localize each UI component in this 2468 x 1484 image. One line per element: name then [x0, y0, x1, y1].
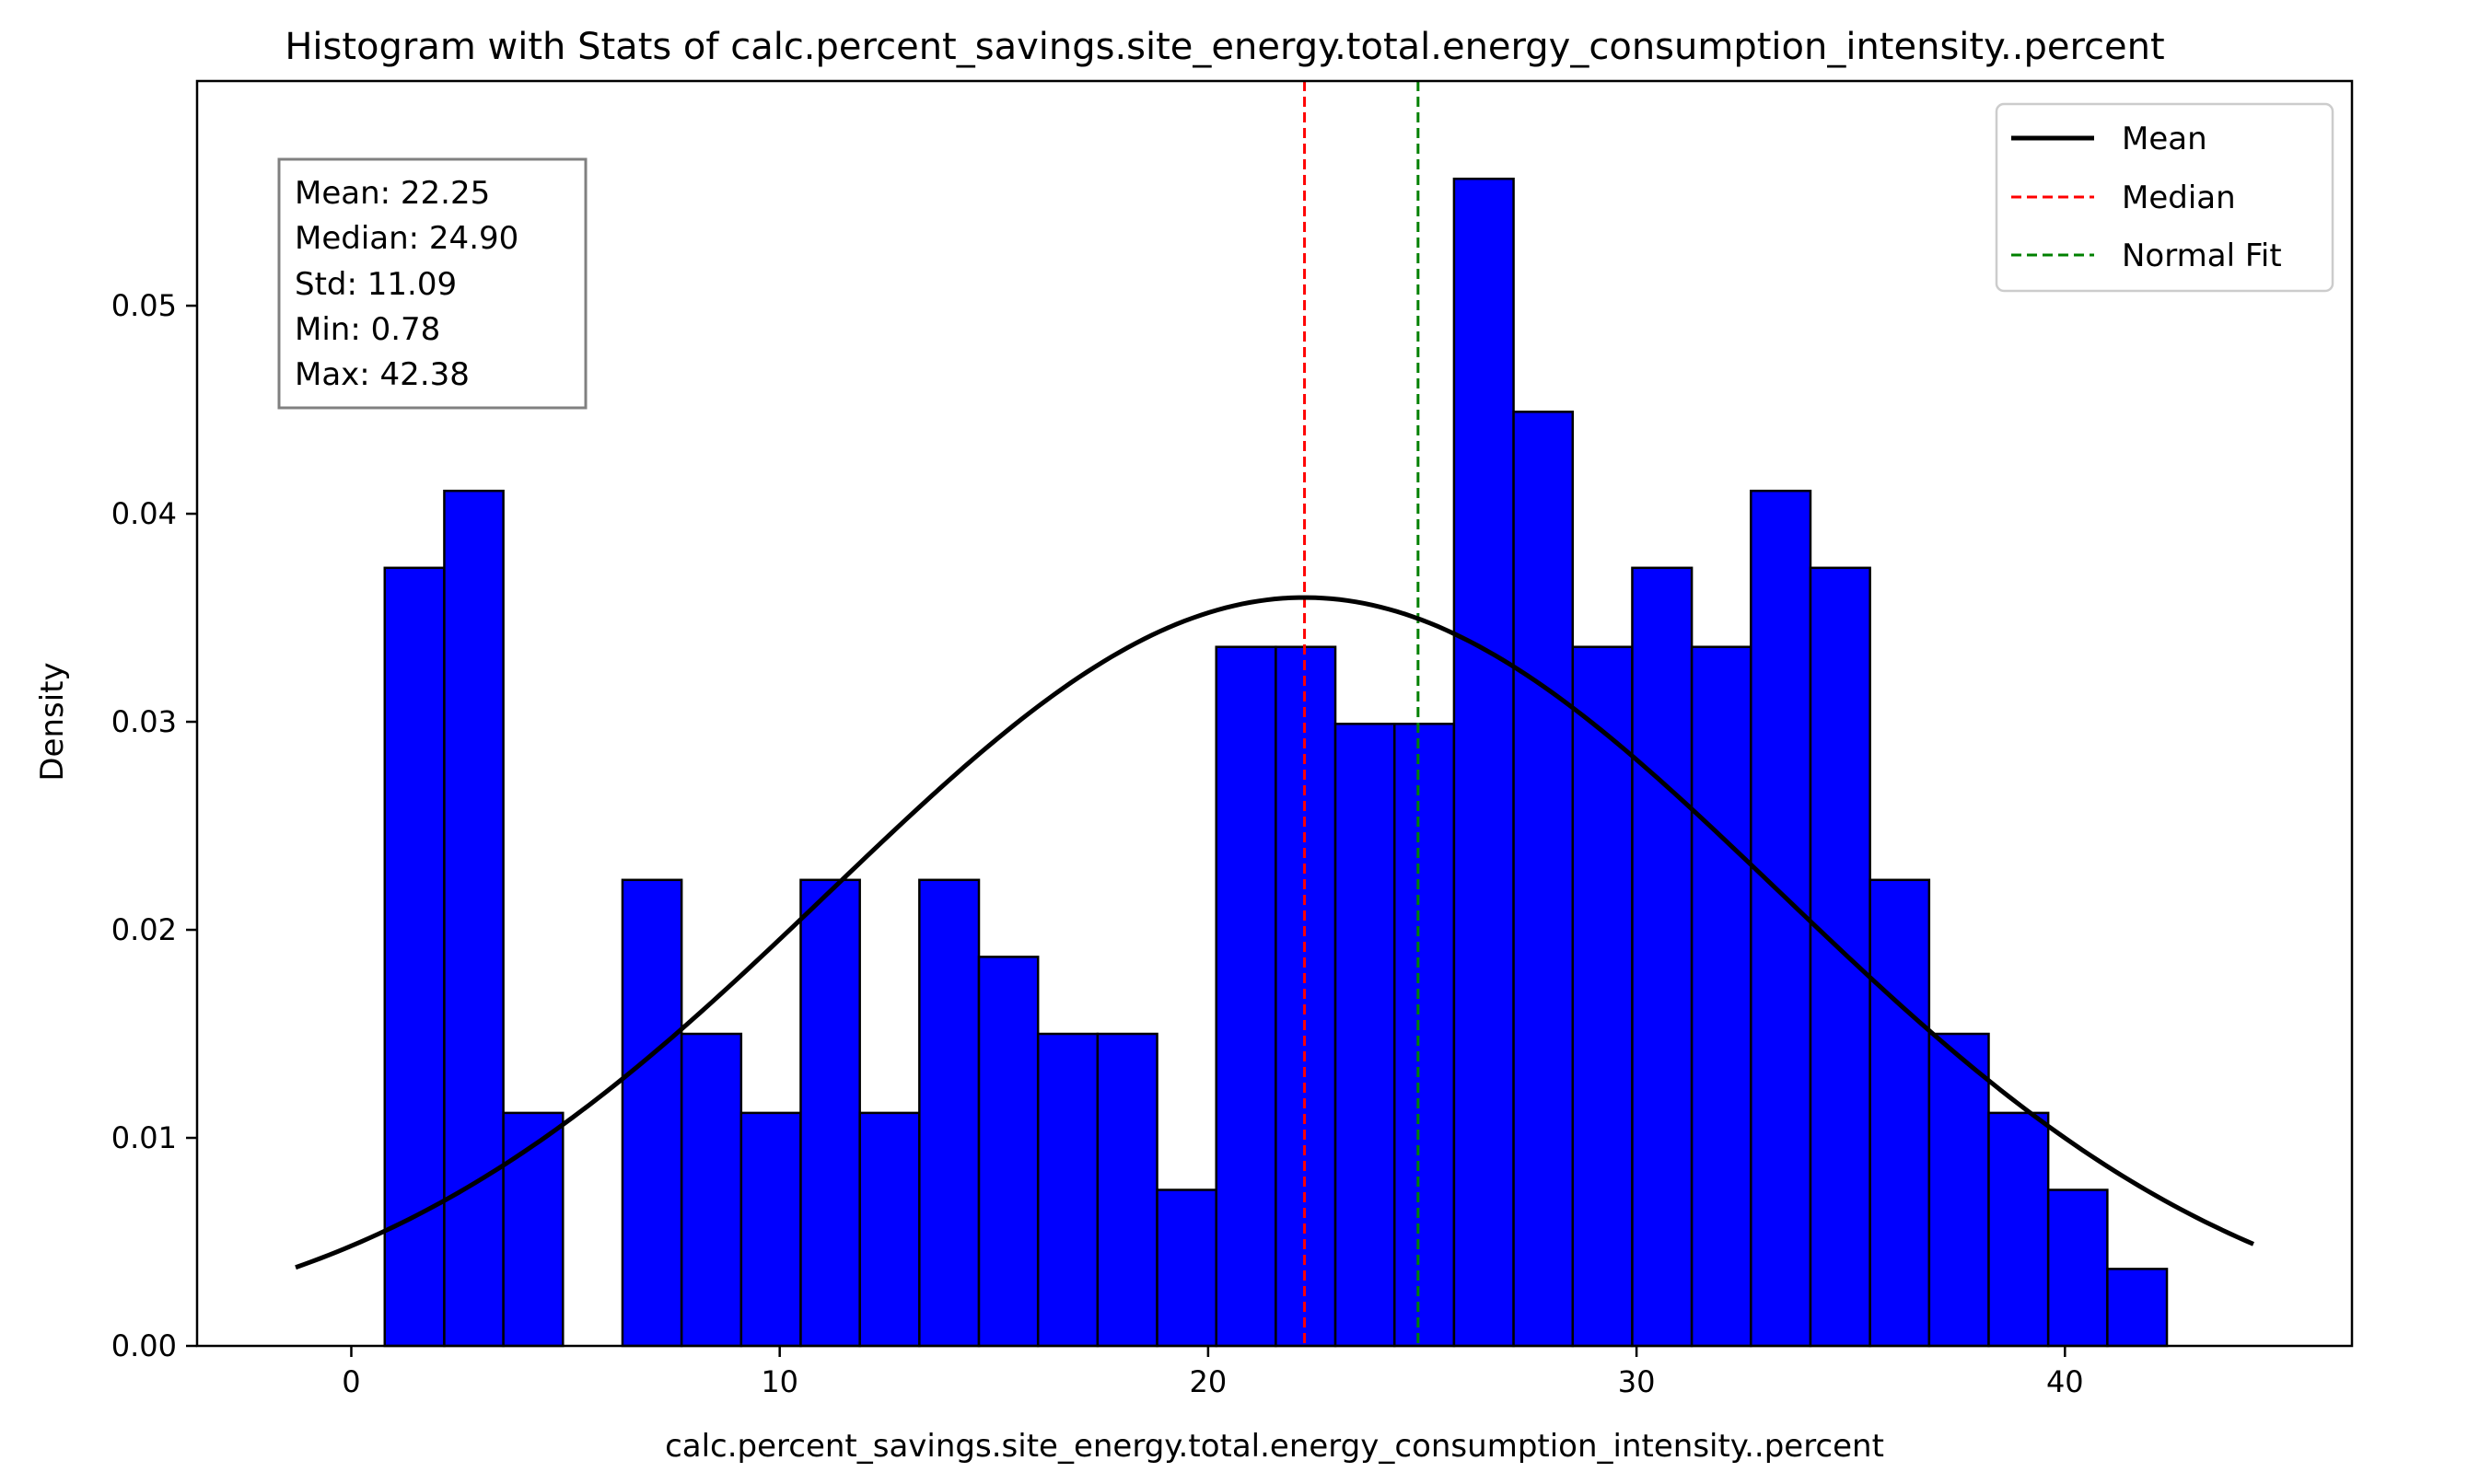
x-tick-label: 0	[342, 1364, 360, 1399]
histogram-bar	[977, 956, 1040, 1348]
reference-lines	[1303, 81, 1420, 1346]
histogram-bar	[1512, 411, 1575, 1348]
y-tick-label: 0.00	[111, 1328, 177, 1363]
legend-mean-label: Mean	[2122, 121, 2207, 157]
histogram-bar	[1987, 1111, 2050, 1348]
y-tick-label: 0.02	[111, 912, 177, 947]
histogram-bars	[383, 177, 2169, 1348]
x-tick-label: 40	[2046, 1364, 2084, 1399]
legend-median-label: Median	[2122, 180, 2236, 216]
histogram-bar	[1631, 566, 1694, 1348]
histogram-bar	[443, 489, 505, 1348]
y-axis-ticks: 0.00 0.01 0.02 0.03 0.04 0.05	[111, 288, 197, 1363]
stats-box: Mean: 22.25 Median: 24.90 Std: 11.09 Min…	[277, 157, 588, 410]
chart-title: Histogram with Stats of calc.percent_sav…	[285, 26, 2164, 68]
y-axis-label: Density	[34, 662, 71, 781]
legend-normal-fit-label: Normal Fit	[2122, 238, 2282, 274]
histogram-bar	[1452, 177, 1515, 1348]
plot-frame	[195, 79, 2354, 1348]
histogram-bar	[858, 1111, 921, 1348]
histogram-bar	[918, 878, 981, 1348]
histogram-bar	[1096, 1032, 1158, 1348]
x-tick-label: 10	[761, 1364, 798, 1399]
histogram-bar	[680, 1032, 743, 1348]
x-axis-ticks: 0 10 20 30 40	[342, 1346, 2084, 1399]
stats-min: Min: 0.78	[295, 311, 440, 348]
histogram-bar	[1333, 723, 1396, 1348]
stats-max: Max: 42.38	[295, 356, 470, 393]
histogram-bar	[1215, 645, 1277, 1348]
histogram-bar	[2106, 1268, 2169, 1348]
histogram-bar	[799, 878, 861, 1348]
legend: Mean Median Normal Fit	[1995, 102, 2334, 293]
histogram-bar	[1036, 1032, 1100, 1348]
histogram-bar	[1393, 723, 1456, 1348]
legend-frame	[1995, 102, 2334, 293]
histogram-bar	[1868, 878, 1931, 1348]
stats-median: Median: 24.90	[295, 220, 518, 257]
histogram-bar	[1809, 566, 1871, 1348]
x-tick-label: 30	[1618, 1364, 1656, 1399]
histogram-bar	[502, 1111, 565, 1348]
histogram-bar	[621, 878, 683, 1348]
y-tick-label: 0.05	[111, 288, 177, 323]
histogram-bar	[2046, 1188, 2109, 1348]
y-tick-label: 0.01	[111, 1120, 177, 1155]
histogram-bar	[1750, 489, 1812, 1348]
y-tick-label: 0.03	[111, 704, 177, 739]
histogram-bar	[1690, 645, 1752, 1348]
histogram-bar	[1156, 1188, 1217, 1348]
stats-box-frame	[277, 157, 588, 410]
stats-mean: Mean: 22.25	[295, 175, 490, 212]
x-axis-label: calc.percent_savings.site_energy.total.e…	[665, 1428, 1884, 1465]
histogram-bar	[739, 1111, 802, 1348]
histogram-bar	[1927, 1032, 1990, 1348]
x-tick-label: 20	[1190, 1364, 1228, 1399]
histogram-bar	[1571, 645, 1634, 1348]
stats-std: Std: 11.09	[295, 266, 457, 303]
normal-fit-curve	[295, 595, 2254, 1270]
y-tick-label: 0.04	[111, 496, 177, 531]
